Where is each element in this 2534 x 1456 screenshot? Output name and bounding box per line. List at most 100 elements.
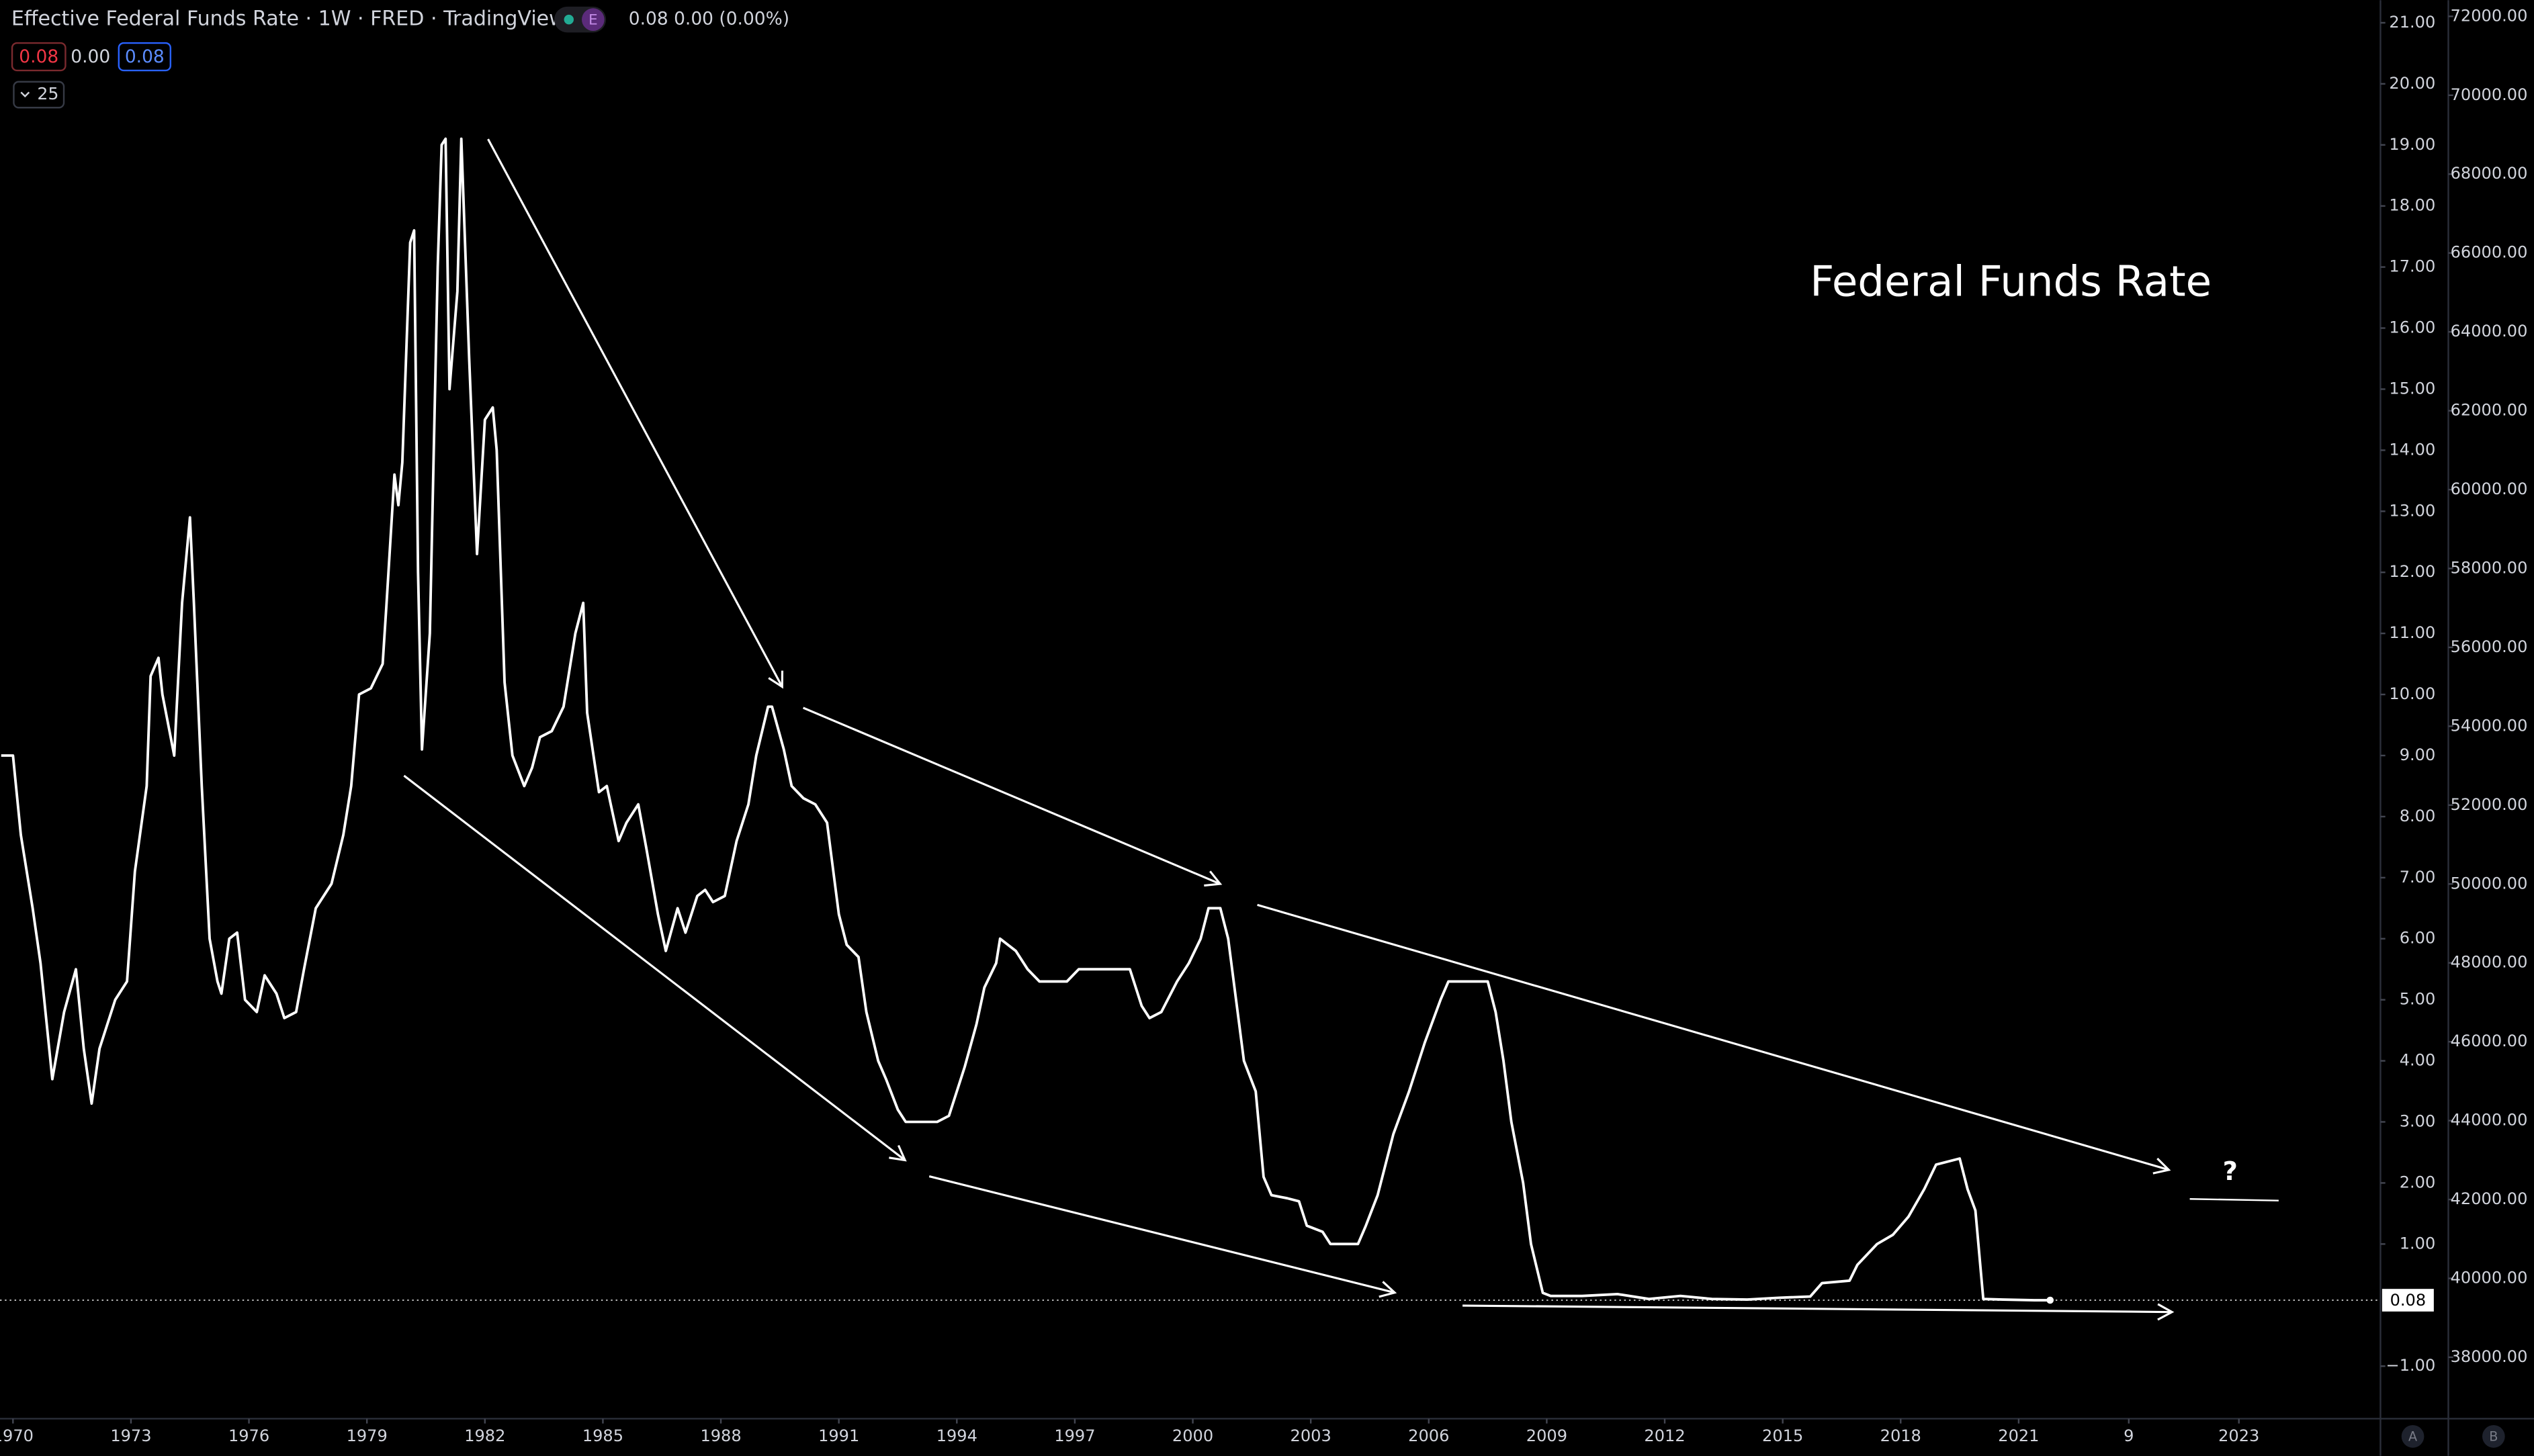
y-tick-label: 1.00 — [2400, 1234, 2436, 1253]
price-label-box — [2382, 1289, 2434, 1312]
y-tick-label: 18.00 — [2389, 196, 2435, 215]
footer-label[interactable]: A — [2408, 1429, 2417, 1445]
trend-line — [928, 1175, 1395, 1294]
y-tick-label: 6.00 — [2400, 929, 2436, 948]
x-tick-label: 2000 — [1172, 1426, 1213, 1445]
drawing-line — [2189, 1198, 2279, 1201]
y2-tick-label: 62000.00 — [2451, 401, 2528, 420]
y-tick-label: 7.00 — [2400, 868, 2436, 886]
x-tick-label: 1988 — [700, 1426, 741, 1445]
quote: 0.08 0.00 (0.00%) — [629, 9, 789, 30]
arrow-head — [768, 670, 784, 689]
y-tick-label: 8.00 — [2400, 807, 2436, 825]
y-tick-label: 16.00 — [2389, 318, 2435, 337]
y2-tick-label: 54000.00 — [2451, 716, 2528, 735]
y2-tick-label: 40000.00 — [2451, 1269, 2528, 1287]
x-tick-label: 2009 — [1526, 1426, 1567, 1445]
y-tick-label: 3.00 — [2400, 1112, 2436, 1131]
footer-button[interactable] — [2401, 1425, 2424, 1448]
y-tick-label: 11.00 — [2389, 623, 2435, 642]
x-tick-label: 2018 — [1880, 1426, 1921, 1445]
y2-tick-label: 58000.00 — [2451, 558, 2528, 577]
footer-button[interactable] — [2482, 1425, 2505, 1448]
value-box — [118, 42, 171, 72]
badge: E — [588, 11, 598, 28]
y2-tick-label: 66000.00 — [2451, 243, 2528, 262]
trend-line — [1257, 903, 2169, 1171]
arrow-head — [2157, 1303, 2175, 1321]
footer-label[interactable]: B — [2489, 1429, 2498, 1445]
x-tick-label: 1991 — [818, 1426, 859, 1445]
change-value: 0.00 — [71, 46, 110, 67]
x-tick-label: 2015 — [1762, 1426, 1803, 1445]
trend-arrows — [403, 138, 2175, 1321]
y-tick-label: 5.00 — [2400, 990, 2436, 1009]
y-tick-label: 21.00 — [2389, 13, 2435, 32]
y-tick-label: 4.00 — [2400, 1051, 2436, 1070]
arrow-head — [1204, 870, 1223, 887]
last-point — [2046, 1296, 2054, 1304]
trend-line — [1462, 1304, 2173, 1314]
x-tick-label: 2023 — [2218, 1426, 2259, 1445]
x-tick-label: 1997 — [1054, 1426, 1095, 1445]
arrow-head — [2152, 1157, 2171, 1175]
open-value: 0.08 — [19, 46, 58, 67]
x-tick-label: 2006 — [1408, 1426, 1449, 1445]
y-tick-label: 20.00 — [2389, 74, 2435, 93]
y-tick-label: 14.00 — [2389, 440, 2435, 459]
y-tick-label: 13.00 — [2389, 501, 2435, 520]
arrow-head — [1379, 1281, 1397, 1298]
close-value: 0.08 — [125, 46, 165, 67]
value-box — [11, 42, 67, 72]
y-tick-label: 12.00 — [2389, 562, 2435, 581]
y2-tick-label: 56000.00 — [2451, 637, 2528, 656]
y2-tick-label: 52000.00 — [2451, 795, 2528, 814]
y-tick-label: 9.00 — [2400, 745, 2436, 764]
chevron — [20, 91, 30, 98]
y-tick-label: 19.00 — [2389, 135, 2435, 154]
x-tick-label: 1976 — [228, 1426, 269, 1445]
badge-bg — [582, 8, 605, 31]
y2-tick-label: 64000.00 — [2451, 322, 2528, 340]
x-tick-label: 1970 — [0, 1426, 34, 1445]
price-label: 0.08 — [2390, 1291, 2427, 1310]
x-tick-label: 1982 — [464, 1426, 505, 1445]
trend-line — [802, 707, 1221, 885]
interval[interactable]: 25 — [37, 84, 58, 103]
annotation: ? — [2223, 1156, 2238, 1187]
y2-tick-label: 44000.00 — [2451, 1111, 2528, 1130]
x-tick-label: 2021 — [1998, 1426, 2039, 1445]
x-tick-label: 9 — [2124, 1426, 2134, 1445]
y-tick-label: −1.00 — [2386, 1356, 2436, 1375]
x-tick-label: 1994 — [936, 1426, 977, 1445]
y2-tick-label: 46000.00 — [2451, 1032, 2528, 1050]
status-dot — [564, 14, 574, 25]
x-tick-label: 2003 — [1291, 1426, 1331, 1445]
y-tick-label: 17.00 — [2389, 257, 2435, 276]
y2-tick-label: 60000.00 — [2451, 480, 2528, 498]
trend-line — [403, 774, 906, 1161]
interval-box[interactable] — [13, 81, 65, 109]
y-tick-label: 10.00 — [2389, 684, 2435, 703]
data-line — [1, 137, 2050, 1302]
trend-line — [487, 138, 783, 688]
x-tick-label: 1979 — [347, 1426, 388, 1445]
x-tick-label: 2012 — [1644, 1426, 1685, 1445]
y2-tick-label: 42000.00 — [2451, 1189, 2528, 1208]
y2-tick-label: 70000.00 — [2451, 85, 2528, 104]
y2-tick-label: 48000.00 — [2451, 953, 2528, 972]
y2-tick-label: 72000.00 — [2451, 6, 2528, 25]
y2-tick-label: 50000.00 — [2451, 874, 2528, 893]
y2-tick-label: 38000.00 — [2451, 1347, 2528, 1366]
arrow-head — [889, 1144, 907, 1162]
chart-title: Federal Funds Rate — [1810, 257, 2212, 306]
x-tick-label: 1985 — [582, 1426, 623, 1445]
symbol-title: Effective Federal Funds Rate · 1W · FRED… — [11, 7, 566, 31]
x-tick-label: 1973 — [110, 1426, 151, 1445]
y-tick-label: 15.00 — [2389, 379, 2435, 398]
y-tick-label: 2.00 — [2400, 1173, 2436, 1191]
y2-tick-label: 68000.00 — [2451, 164, 2528, 183]
